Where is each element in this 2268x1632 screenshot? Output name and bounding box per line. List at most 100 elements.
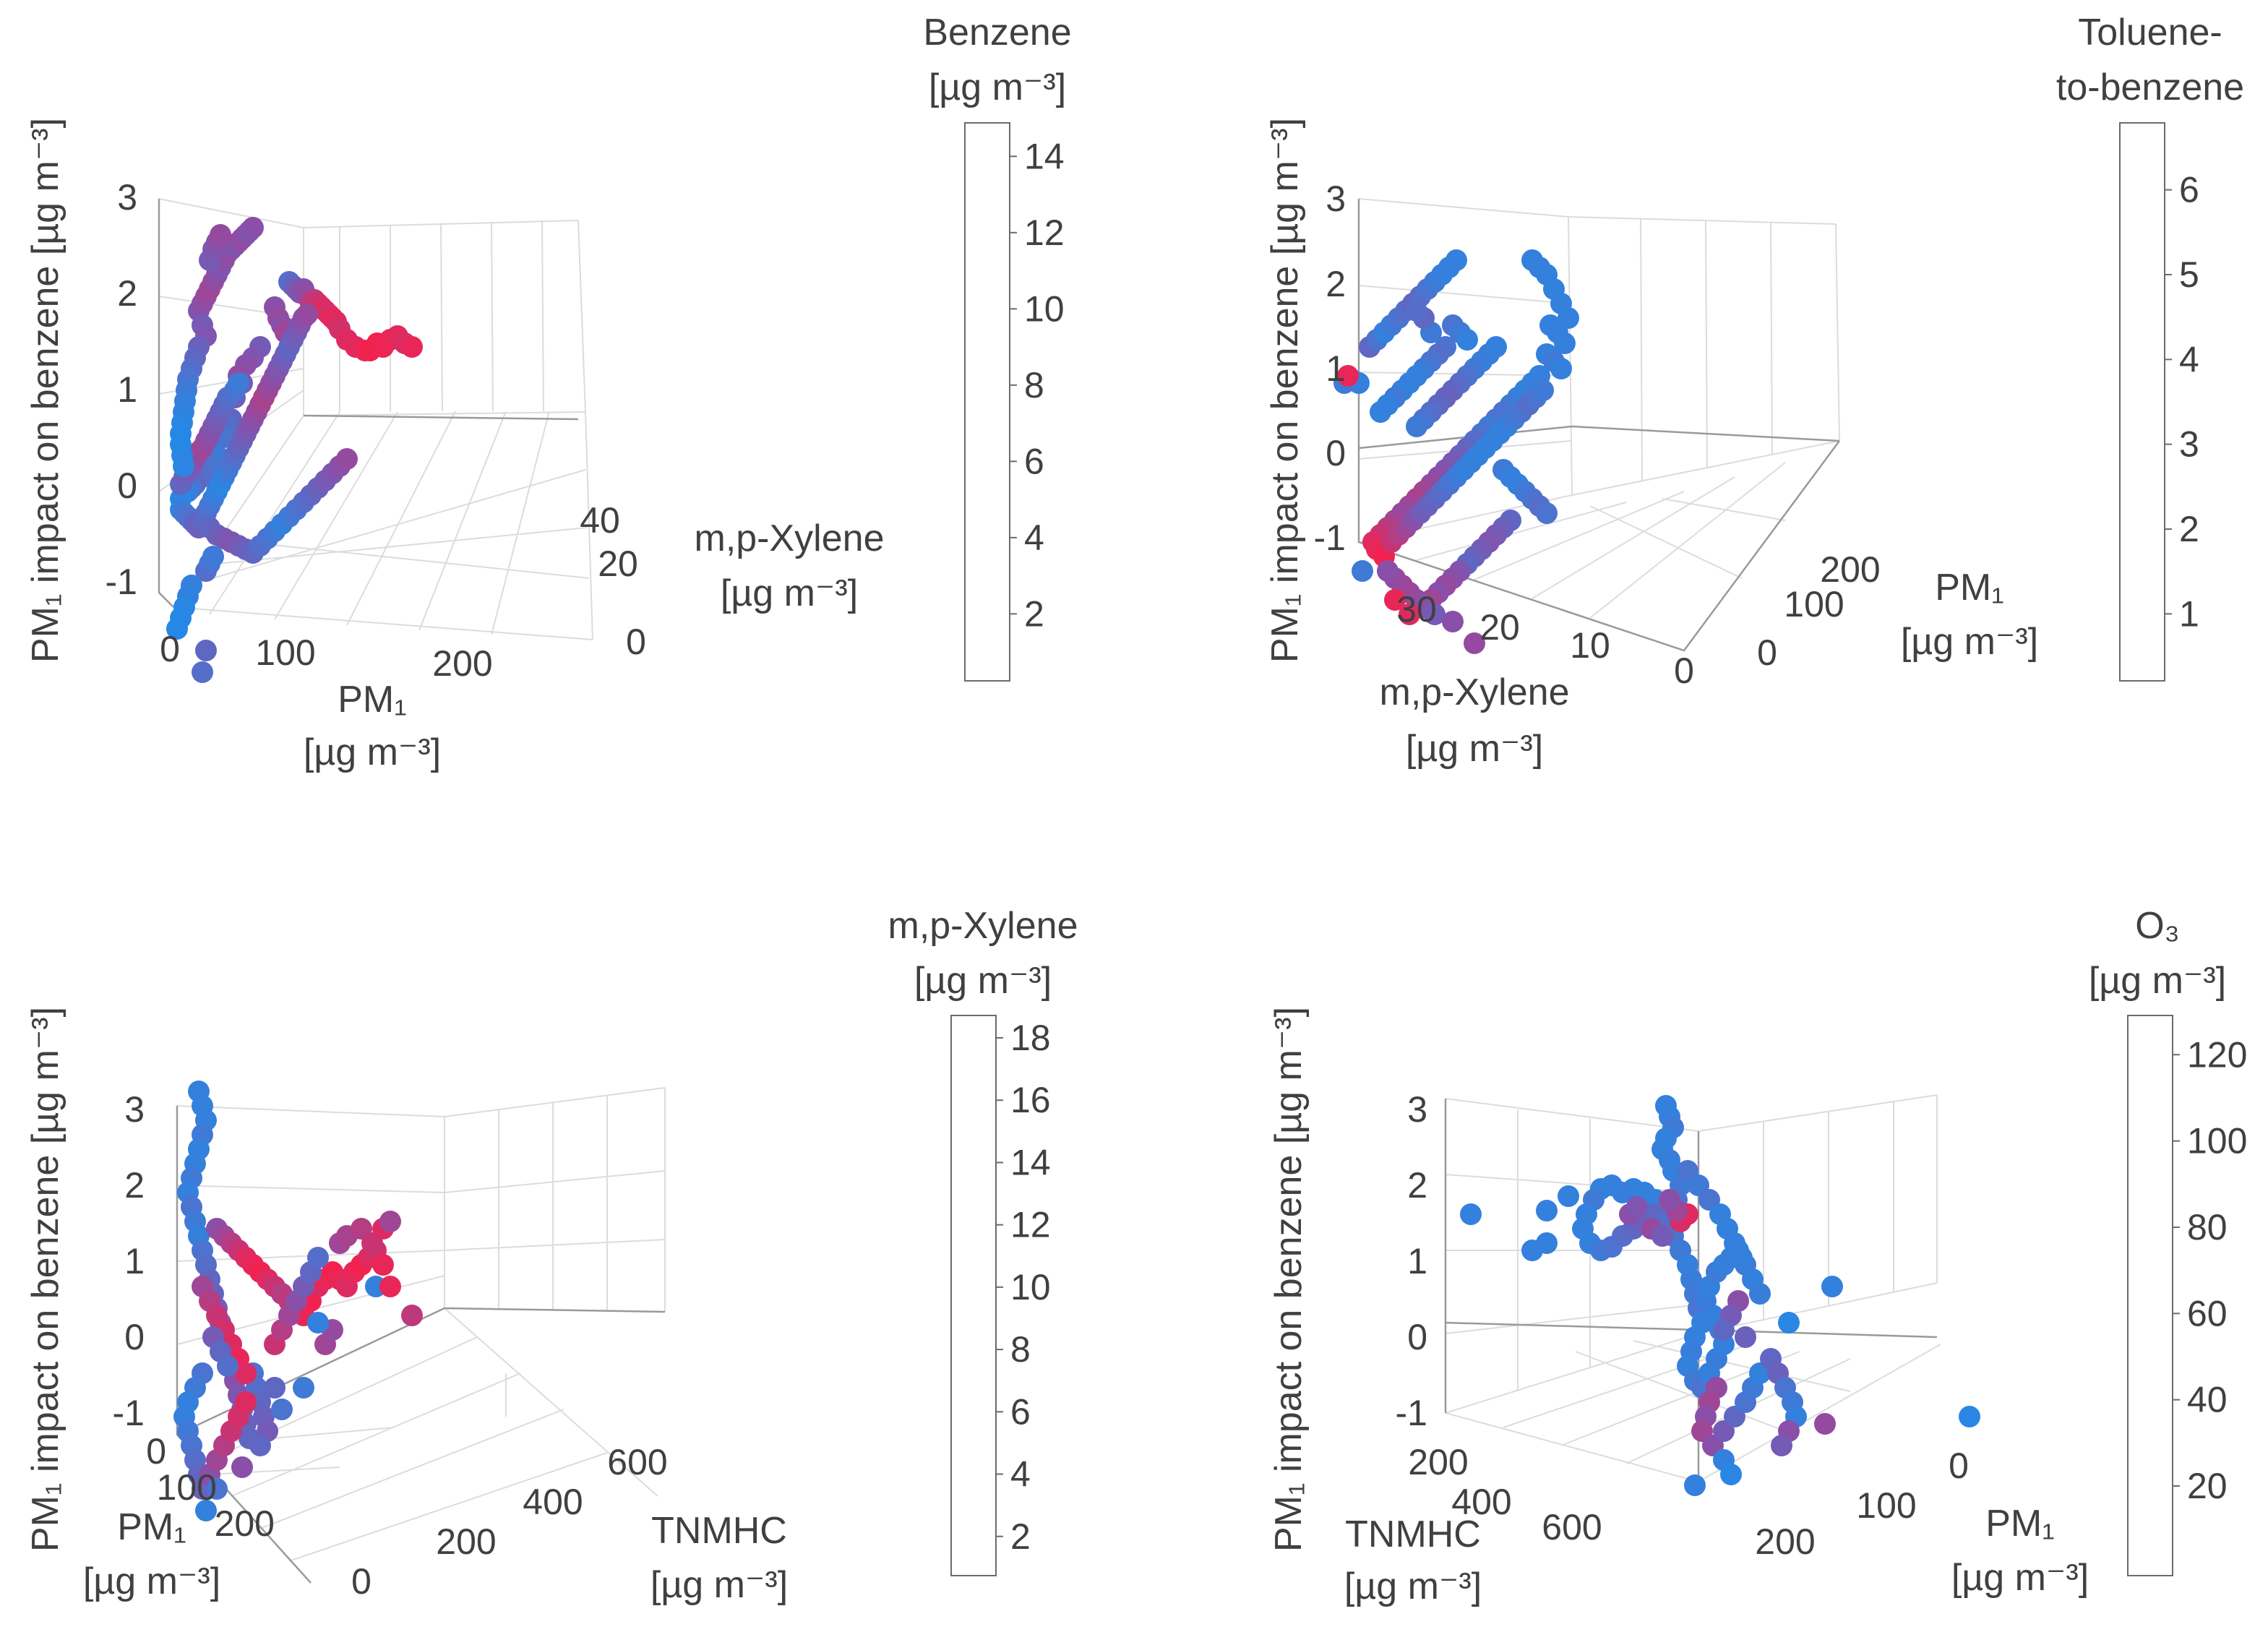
data-point xyxy=(307,1312,329,1333)
data-point xyxy=(1352,560,1373,582)
y-tick-0: 0 xyxy=(351,1561,371,1602)
data-point xyxy=(1377,560,1399,582)
z-tick-1: 1 xyxy=(1326,348,1346,389)
colorbar-tick-label: 4 xyxy=(1010,1454,1031,1495)
data-point xyxy=(228,372,249,394)
colorbar-tick-label: 8 xyxy=(1010,1329,1031,1370)
z-tick-2: 2 xyxy=(1407,1165,1427,1206)
colorbar-tick-label: 80 xyxy=(2187,1207,2228,1247)
data-point xyxy=(1735,1326,1756,1348)
data-point xyxy=(1684,1474,1706,1496)
data-point xyxy=(235,1362,257,1384)
colorbar-tick-label: 6 xyxy=(1010,1391,1031,1432)
colorbar-ticks-3: 18 16 14 12 10 8 6 4 2 xyxy=(996,1018,1051,1557)
ticks-z-4: 3 2 1 0 -1 xyxy=(1396,1089,1427,1433)
data-point xyxy=(1424,604,1446,625)
z-tick-3: 3 xyxy=(117,177,137,218)
x-axis-label-1-line2: [µg m⁻³] xyxy=(304,731,441,773)
colorbar-tick-label: 18 xyxy=(1010,1018,1051,1058)
data-point xyxy=(206,1478,228,1500)
x-tick-200: 200 xyxy=(1408,1442,1468,1482)
points-1 xyxy=(166,217,423,683)
data-point xyxy=(1821,1276,1843,1297)
z-tick-3: 3 xyxy=(1326,179,1346,219)
ticks-x-3: 0 100 200 xyxy=(146,1431,275,1544)
z-tick-1: 1 xyxy=(124,1241,145,1281)
colorbar-tick-label: 1 xyxy=(2179,593,2199,634)
data-point xyxy=(1778,1312,1800,1333)
panel-bottom-right: 3 2 1 0 -1 200 400 600 0 100 200 PM₁ imp… xyxy=(1268,905,2247,1607)
ticks-y-4: 0 100 200 xyxy=(1755,1446,1969,1562)
data-point xyxy=(1749,1283,1771,1305)
data-point xyxy=(1550,358,1572,379)
ticks-z-1: 3 2 1 0 -1 xyxy=(106,177,137,602)
data-point xyxy=(192,661,213,683)
data-point xyxy=(1731,1247,1753,1268)
colorbar-title-2-line2: to-benzene xyxy=(2056,66,2244,108)
x-tick-20: 20 xyxy=(1479,607,1520,648)
z-axis-label-4: PM₁ impact on benzene [µg m⁻³] xyxy=(1268,1007,1310,1552)
colorbar-tick-label: 16 xyxy=(1010,1080,1051,1120)
y-tick-20: 20 xyxy=(598,544,638,584)
z-axis-label-1: PM₁ impact on benzene [µg m⁻³] xyxy=(25,118,66,663)
data-point xyxy=(1771,1435,1792,1456)
data-point xyxy=(1720,1464,1742,1485)
y-axis-label-4-line1: PM₁ xyxy=(1985,1503,2055,1545)
colorbar-tick-label: 120 xyxy=(2187,1034,2247,1075)
x-tick-200: 200 xyxy=(432,643,492,684)
z-tick-1: 1 xyxy=(117,369,137,410)
colorbar-ramp-3 xyxy=(950,1015,997,1576)
ticks-y-2: 200 100 0 xyxy=(1757,549,1881,673)
data-point xyxy=(249,1435,271,1456)
y-axis-label-2-line2: [µg m⁻³] xyxy=(1901,621,2038,663)
y-axis-label-3-line1: TNMHC xyxy=(651,1510,787,1552)
data-point xyxy=(1626,1196,1648,1218)
data-point xyxy=(1959,1406,1980,1427)
colorbar-ramp-4 xyxy=(2127,1015,2173,1576)
colorbar-title-3-line1: m,p-Xylene xyxy=(888,905,1078,947)
z-tick-1: 1 xyxy=(1407,1241,1427,1281)
data-point xyxy=(173,455,194,477)
colorbar-tick-label: 4 xyxy=(1024,517,1044,558)
x-axis-label-3-line2: [µg m⁻³] xyxy=(83,1560,220,1602)
ticks-y-1: 40 20 0 xyxy=(580,500,646,662)
data-point xyxy=(1337,365,1359,387)
z-tick-neg1: -1 xyxy=(113,1393,145,1433)
z-tick-2: 2 xyxy=(1326,264,1346,304)
data-point xyxy=(231,1456,253,1478)
data-point xyxy=(1659,1189,1680,1211)
y-tick-400: 400 xyxy=(523,1482,583,1522)
y-tick-0: 0 xyxy=(626,622,646,662)
ticks-y-3: 0 200 400 600 xyxy=(351,1442,668,1602)
x-tick-30: 30 xyxy=(1396,589,1437,630)
z-axis-label-3: PM₁ impact on benzene [µg m⁻³] xyxy=(25,1007,66,1552)
data-point xyxy=(1814,1413,1836,1435)
z-tick-3: 3 xyxy=(1407,1089,1427,1130)
data-point xyxy=(1651,1225,1673,1247)
axes-box-2 xyxy=(1357,198,1841,652)
colorbar-ticks-1: 14 12 10 8 6 4 2 xyxy=(1010,136,1065,634)
colorbar-tick-label: 6 xyxy=(2179,170,2199,210)
x-axis-label-2-line2: [µg m⁻³] xyxy=(1406,728,1543,770)
data-point xyxy=(1521,1240,1543,1261)
colorbar-tick-label: 3 xyxy=(2179,424,2199,465)
colorbar-tick-label: 2 xyxy=(1024,593,1044,634)
y-tick-200: 200 xyxy=(1820,549,1880,590)
x-tick-0: 0 xyxy=(160,629,180,669)
z-tick-0: 0 xyxy=(1407,1317,1427,1357)
colorbar-tick-label: 20 xyxy=(2187,1466,2228,1506)
z-tick-2: 2 xyxy=(117,273,137,314)
data-point xyxy=(1456,329,1478,351)
colorbar-tick-label: 12 xyxy=(1010,1205,1051,1245)
data-point xyxy=(1536,502,1558,524)
colorbar-ramp-1 xyxy=(964,122,1010,682)
x-axis-label-2-line1: m,p-Xylene xyxy=(1380,671,1570,713)
y-tick-0: 0 xyxy=(1757,632,1777,673)
data-point xyxy=(235,1391,257,1413)
data-point xyxy=(1536,1200,1558,1221)
colorbar-tick-label: 10 xyxy=(1010,1267,1051,1307)
colorbar-ticks-4: 120 100 80 60 40 20 xyxy=(2173,1034,2247,1506)
z-tick-neg1: -1 xyxy=(106,562,137,602)
data-point xyxy=(1554,332,1576,354)
data-point xyxy=(401,336,423,358)
